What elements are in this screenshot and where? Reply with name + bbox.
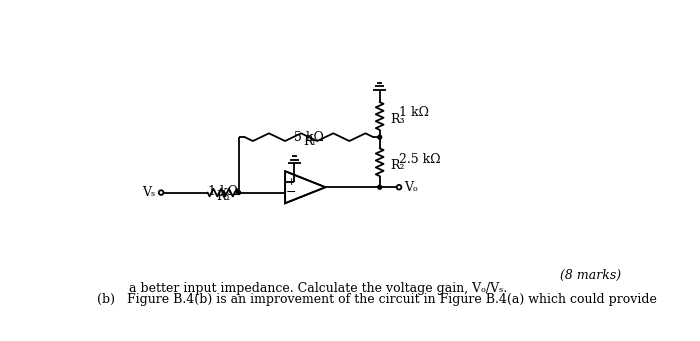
Text: R₃: R₃ [391, 113, 405, 125]
Text: (b)   Figure B.4(b) is an improvement of the circuit in Figure B.4(a) which coul: (b) Figure B.4(b) is an improvement of t… [97, 294, 657, 307]
Text: a better input impedance. Calculate the voltage gain, Vₒ/Vₛ.: a better input impedance. Calculate the … [97, 282, 507, 295]
Text: +: + [286, 177, 296, 187]
Text: −: − [286, 186, 297, 199]
Text: Vₒ: Vₒ [405, 181, 418, 194]
Circle shape [378, 185, 382, 189]
Text: R₂: R₂ [391, 159, 405, 172]
Text: Vₛ: Vₛ [141, 186, 155, 199]
Text: 1 kΩ: 1 kΩ [208, 185, 238, 198]
Text: 2.5 kΩ: 2.5 kΩ [399, 153, 441, 166]
Text: 1 kΩ: 1 kΩ [399, 106, 429, 119]
Circle shape [378, 135, 382, 139]
Circle shape [237, 191, 241, 194]
Text: R₁: R₁ [216, 190, 230, 203]
Text: Rₗ: Rₗ [303, 135, 316, 148]
Text: 5 kΩ: 5 kΩ [294, 131, 324, 144]
Text: (8 marks): (8 marks) [559, 269, 621, 282]
